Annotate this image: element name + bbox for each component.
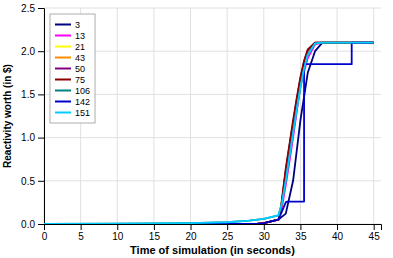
tick-label: 0 [42, 231, 48, 242]
tick-label: 1.0 [21, 132, 35, 143]
legend-label: 21 [75, 42, 85, 52]
tick-mark [227, 224, 228, 230]
legend-item: 43 [55, 53, 85, 63]
grid-line-y [44, 180, 381, 181]
legend-swatch [55, 90, 71, 92]
tick: 2.0 [21, 46, 44, 57]
tick: 10 [112, 224, 124, 242]
tick: 40 [332, 224, 344, 242]
tick: 25 [222, 224, 234, 242]
tick-mark [154, 224, 155, 230]
legend-item: 75 [55, 75, 85, 85]
tick-label: 35 [295, 231, 307, 242]
grid-line-x [153, 8, 154, 224]
tick-mark [38, 181, 44, 182]
legend-label: 106 [75, 86, 90, 96]
axis-line [38, 9, 45, 225]
legend-label: 13 [75, 31, 85, 41]
tick-label: 15 [149, 231, 161, 242]
tick-label: 45 [369, 231, 381, 242]
legend-label: 151 [75, 108, 90, 118]
grid-line-y [44, 8, 381, 9]
legend-label: 3 [75, 20, 80, 30]
tick: 0 [42, 224, 48, 242]
tick-mark [38, 224, 44, 225]
tick-mark [38, 94, 44, 95]
grid-line-x [263, 8, 264, 224]
tick-mark [38, 8, 44, 9]
tick-mark [38, 51, 44, 52]
legend-item: 50 [55, 64, 85, 74]
grid [44, 8, 381, 224]
tick-label: 20 [185, 231, 197, 242]
legend-label: 142 [75, 97, 90, 107]
grid-line-x [190, 8, 191, 224]
tick-mark [337, 224, 338, 230]
legend-box [50, 14, 95, 123]
grid-line-y [44, 137, 381, 138]
tick-label: 5 [78, 231, 84, 242]
tick: 0.5 [21, 176, 44, 187]
tick: 20 [185, 224, 197, 242]
x-axis: 0 5 10 15 20 25 30 35 40 45 [42, 224, 382, 242]
y-axis: 0.0 0.5 1.0 1.5 2.0 2.5 [21, 3, 44, 230]
tick-label: 25 [222, 231, 234, 242]
legend-label: 43 [75, 53, 85, 63]
legend-label: 50 [75, 64, 85, 74]
tick: 1.5 [21, 89, 44, 100]
legend-swatch [55, 24, 71, 26]
tick-mark [300, 224, 301, 230]
legend-label: 75 [75, 75, 85, 85]
legend-item: 142 [55, 97, 90, 107]
legend-item: 106 [55, 86, 90, 96]
tick-label: 0.0 [21, 219, 35, 230]
legend-swatch [55, 101, 71, 103]
legend-swatch [55, 112, 71, 114]
grid-line-x [117, 8, 118, 224]
tick-label: 1.5 [21, 89, 35, 100]
tick: 35 [295, 224, 307, 242]
legend-item: 21 [55, 42, 85, 52]
tick-label: 40 [332, 231, 344, 242]
tick-mark [191, 224, 192, 230]
tick-label: 30 [259, 231, 271, 242]
legend-swatch [55, 79, 71, 81]
tick-label: 10 [112, 231, 124, 242]
tick-mark [81, 224, 82, 230]
grid-line-x [373, 8, 374, 224]
tick: 2.5 [21, 3, 44, 14]
tick-label: 2.0 [21, 46, 35, 57]
tick: 15 [149, 224, 161, 242]
tick-label: 0.5 [21, 176, 35, 187]
tick-mark [38, 138, 44, 139]
legend-item: 13 [55, 31, 85, 41]
legend-swatch [55, 46, 71, 48]
tick: 0.0 [21, 219, 44, 230]
tick: 1.0 [21, 132, 44, 143]
legend-item: 151 [55, 108, 90, 118]
plot-area: 0 5 10 15 20 25 30 35 40 45 0.0 0.5 1.0 1.5 2.0 2.5 3132… [21, 3, 381, 242]
axis-line [45, 225, 382, 231]
tick-mark [374, 224, 375, 230]
grid-line-x [337, 8, 338, 224]
legend-swatch [55, 35, 71, 37]
tick: 5 [78, 224, 84, 242]
chart: 0 5 10 15 20 25 30 35 40 45 0.0 0.5 1.0 1.5 2.0 2.5 3132… [0, 0, 393, 258]
legend-swatch [55, 68, 71, 70]
x-axis-title: Time of simulation (in seconds) [130, 244, 295, 256]
legend-swatch [55, 57, 71, 59]
tick-label: 2.5 [21, 3, 35, 14]
tick: 45 [369, 224, 381, 242]
grid-line-x [227, 8, 228, 224]
legend: 31321435075106142151 [50, 14, 95, 123]
legend-item: 3 [55, 20, 80, 30]
tick: 30 [259, 224, 271, 242]
y-axis-title: Reactivity worth (in $) [2, 64, 13, 168]
tick-mark [117, 224, 118, 230]
tick-mark [264, 224, 265, 230]
